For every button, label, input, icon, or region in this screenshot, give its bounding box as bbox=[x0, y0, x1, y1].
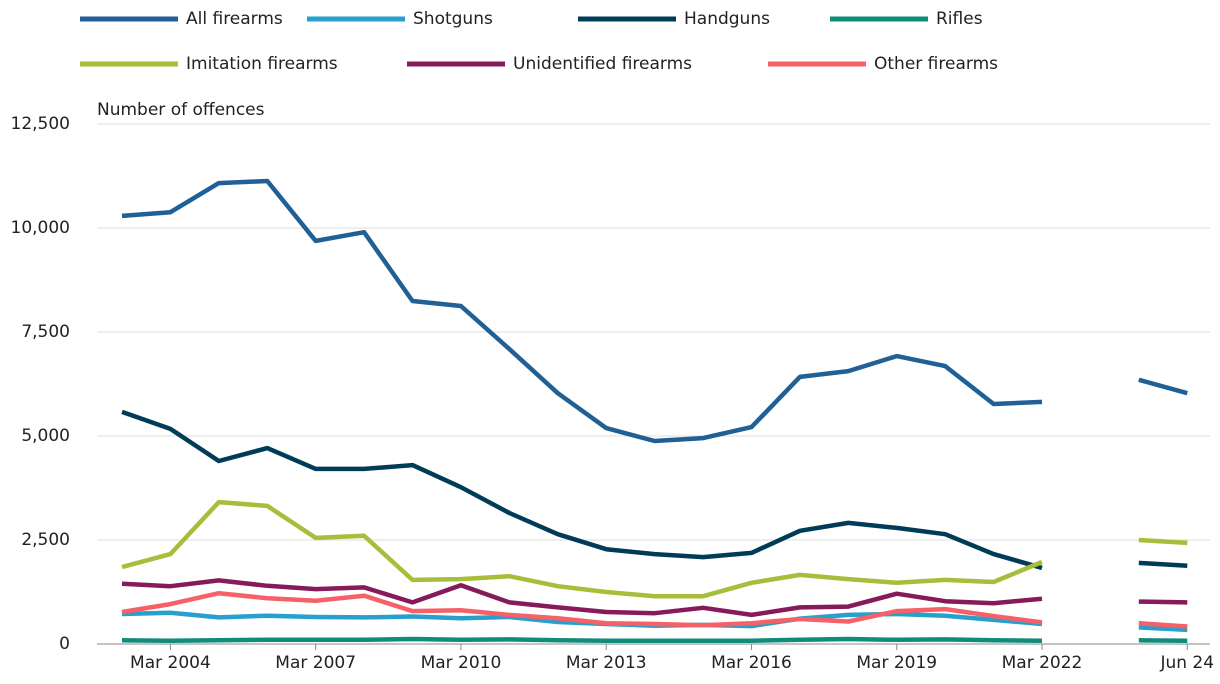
y-tick-label: 0 bbox=[59, 634, 70, 654]
x-tick-label: Jun 24 bbox=[1159, 653, 1214, 673]
y-tick-label: 7,500 bbox=[21, 322, 70, 342]
series-line bbox=[121, 590, 1188, 629]
y-tick-label: 5,000 bbox=[21, 426, 70, 446]
legend-label: Imitation firearms bbox=[186, 54, 338, 74]
series-line bbox=[121, 499, 1188, 599]
x-tick-label: Mar 2022 bbox=[1002, 653, 1083, 673]
series-line bbox=[121, 578, 1188, 618]
x-tick-label: Mar 2007 bbox=[275, 653, 356, 673]
series-line bbox=[121, 636, 1188, 643]
x-tick-label: Mar 2016 bbox=[711, 653, 792, 673]
legend-label: Other firearms bbox=[874, 54, 998, 74]
x-tick-label: Mar 2019 bbox=[856, 653, 937, 673]
x-tick-label: Mar 2010 bbox=[421, 653, 502, 673]
legend-label: Rifles bbox=[936, 9, 983, 29]
legend-label: All firearms bbox=[186, 9, 283, 29]
y-axis-label: Number of offences bbox=[97, 100, 265, 120]
legend-label: Unidentified firearms bbox=[513, 54, 692, 74]
x-tick-label: Mar 2004 bbox=[130, 653, 211, 673]
series-line bbox=[121, 409, 1188, 571]
legend-label: Handguns bbox=[684, 9, 770, 29]
x-tick-label: Mar 2013 bbox=[566, 653, 647, 673]
y-tick-label: 10,000 bbox=[11, 218, 70, 238]
y-tick-label: 12,500 bbox=[11, 114, 70, 134]
y-tick-label: 2,500 bbox=[21, 530, 70, 550]
legend-label: Shotguns bbox=[413, 9, 493, 29]
series-line bbox=[121, 178, 1188, 444]
